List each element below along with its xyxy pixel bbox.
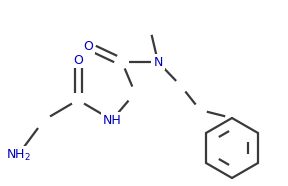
Text: N: N xyxy=(153,55,163,68)
Text: NH$_2$: NH$_2$ xyxy=(5,147,31,163)
Text: O: O xyxy=(83,39,93,52)
Text: NH: NH xyxy=(103,113,121,126)
Text: O: O xyxy=(73,54,83,67)
